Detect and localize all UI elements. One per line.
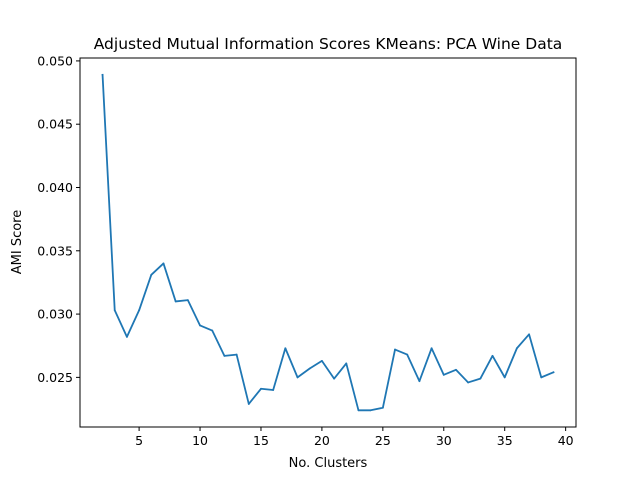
x-tick-label: 15: [253, 433, 269, 448]
data-point: [479, 377, 482, 380]
x-tick-label: 20: [314, 433, 330, 448]
data-point: [345, 362, 348, 365]
data-point: [223, 354, 226, 357]
data-point: [394, 348, 396, 351]
y-tick-label: 0.050: [37, 53, 73, 68]
x-tick-label: 30: [436, 433, 452, 448]
data-point: [515, 347, 518, 350]
data-point: [467, 381, 470, 384]
data-point: [113, 309, 116, 312]
data-point: [199, 324, 201, 327]
data-point: [540, 376, 543, 379]
y-tick-label: 0.045: [37, 117, 73, 132]
axes-frame: [79, 57, 577, 428]
x-tick-label: 25: [375, 433, 391, 448]
data-point: [406, 353, 409, 356]
data-point: [333, 377, 335, 380]
series-line: [101, 73, 555, 412]
x-tick-label: 40: [558, 433, 574, 448]
x-tick-label: 10: [192, 433, 208, 448]
data-point: [381, 406, 384, 409]
y-tick-label: 0.030: [37, 307, 73, 322]
x-axis-label: No. Clusters: [289, 456, 368, 471]
data-point: [369, 409, 372, 412]
data-point: [138, 309, 141, 312]
y-tick-label: 0.040: [37, 180, 73, 195]
data-point: [284, 347, 287, 350]
data-point: [308, 367, 311, 370]
data-point: [552, 371, 555, 374]
data-point: [186, 299, 189, 302]
data-point: [528, 333, 530, 336]
data-point: [442, 373, 445, 376]
data-point: [150, 273, 153, 276]
data-point: [296, 376, 299, 379]
data-point: [418, 380, 421, 383]
y-axis-label: AMI Score: [10, 210, 25, 275]
y-axis: 0.025 0.030 0.035 0.040 0.045 0.050: [37, 53, 80, 385]
data-point: [272, 389, 275, 391]
x-tick-label: 35: [497, 433, 513, 448]
data-point: [162, 262, 165, 265]
data-point: [174, 300, 177, 303]
x-tick-label: 5: [135, 433, 143, 448]
data-point: [211, 329, 214, 332]
data-point: [260, 387, 262, 390]
data-point: [503, 376, 506, 379]
data-point: [235, 353, 238, 356]
x-axis: 5 10 15 20 25 30 35 40: [135, 427, 574, 448]
data-point: [491, 354, 494, 357]
data-point: [101, 73, 104, 76]
data-point: [357, 409, 360, 412]
data-point: [247, 403, 250, 405]
y-tick-label: 0.025: [37, 370, 73, 385]
chart-title: Adjusted Mutual Information Scores KMean…: [94, 35, 563, 53]
data-point: [321, 360, 323, 362]
data-point: [126, 335, 128, 338]
data-point: [455, 368, 457, 371]
plot-area: [101, 73, 555, 412]
y-tick-label: 0.035: [37, 243, 73, 258]
data-point: [430, 347, 433, 350]
